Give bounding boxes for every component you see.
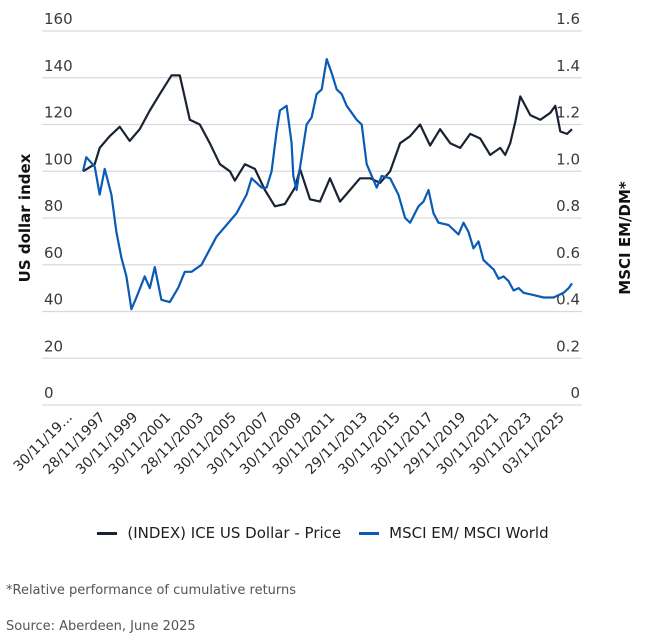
chart-legend: (INDEX) ICE US Dollar - Price MSCI EM/ M… bbox=[0, 524, 646, 542]
legend-label-usd-index: (INDEX) ICE US Dollar - Price bbox=[127, 524, 342, 542]
y-axis-right-title: MSCI EM/DM* bbox=[616, 181, 634, 295]
y-left-tick-label: 120 bbox=[44, 104, 73, 122]
series-line-usd-index bbox=[82, 74, 573, 208]
dual-axis-line-chart: 160 140 120 100 80 60 40 20 0 1.6 1.4 1.2 1.0 0.8 0.6… bbox=[11, 10, 634, 478]
y-left-tick-label: 20 bbox=[44, 337, 63, 355]
y-left-tick-label: 160 bbox=[44, 10, 73, 28]
y-right-tick-label: 0.6 bbox=[556, 244, 580, 262]
footnote-relative-performance: *Relative performance of cumulative retu… bbox=[6, 583, 297, 598]
legend-swatch-usd-index bbox=[97, 531, 118, 535]
y-left-tick-label: 80 bbox=[44, 197, 63, 215]
source-note: Source: Aberdeen, June 2025 bbox=[6, 619, 196, 634]
legend-swatch-msci-em-world bbox=[359, 531, 380, 535]
y-axis-right-ticks: 1.6 1.4 1.2 1.0 0.8 0.6 0.4 0.2 0 bbox=[556, 10, 580, 402]
y-left-tick-label: 60 bbox=[44, 244, 63, 262]
legend-item-usd-index: (INDEX) ICE US Dollar - Price bbox=[97, 524, 341, 542]
y-right-tick-label: 1.4 bbox=[556, 57, 580, 75]
series-lines bbox=[81, 58, 573, 311]
y-axis-left-title: US dollar index bbox=[16, 153, 34, 282]
y-left-tick-label: 40 bbox=[44, 291, 63, 309]
gridlines bbox=[42, 30, 582, 406]
y-right-tick-label: 0 bbox=[570, 384, 580, 402]
series-line-msci-em-world bbox=[81, 58, 573, 311]
y-right-tick-label: 1.0 bbox=[556, 150, 580, 168]
y-right-tick-label: 0.4 bbox=[556, 291, 580, 309]
y-left-tick-label: 100 bbox=[44, 150, 73, 168]
y-right-tick-label: 1.2 bbox=[556, 104, 580, 122]
x-axis-ticks: 30/11/19...28/11/199730/11/199930/11/200… bbox=[11, 410, 568, 478]
y-left-tick-label: 140 bbox=[44, 57, 73, 75]
y-right-tick-label: 1.6 bbox=[556, 10, 580, 28]
legend-item-msci-em-world: MSCI EM/ MSCI World bbox=[359, 524, 549, 542]
y-right-tick-label: 0.2 bbox=[556, 337, 580, 355]
y-axis-left-ticks: 160 140 120 100 80 60 40 20 0 bbox=[44, 10, 73, 402]
legend-label-msci-em-world: MSCI EM/ MSCI World bbox=[389, 524, 549, 542]
y-left-tick-label: 0 bbox=[44, 384, 54, 402]
y-right-tick-label: 0.8 bbox=[556, 197, 580, 215]
